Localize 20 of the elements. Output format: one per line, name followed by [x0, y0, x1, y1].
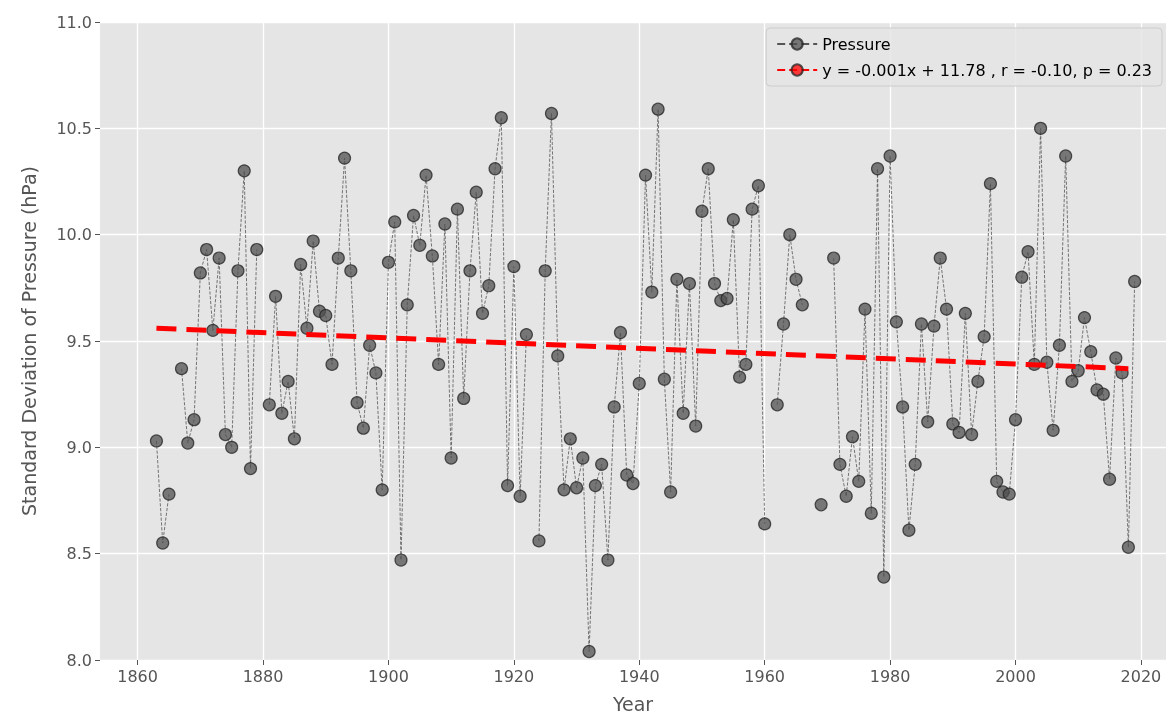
x-tick-label: 1860	[117, 666, 158, 686]
y-tick-label: 10.5	[56, 118, 92, 138]
x-tick-label: 1900	[368, 666, 409, 686]
x-tick-label: 1920	[493, 666, 535, 686]
x-tick-label: 2020	[1120, 666, 1162, 686]
y-tick-label: 9.5	[66, 331, 92, 351]
y-axis-title: Standard Deviation of Pressure (hPa)	[17, 165, 40, 517]
y-tick-label: 8.5	[66, 544, 92, 564]
y-tick-label: 9.0	[66, 437, 92, 457]
x-tick-label: 1980	[869, 666, 911, 686]
legend-label: y = -0.001x + 11.78 , r = -0.10, p = 0.23	[822, 60, 1153, 80]
x-tick-label: 1880	[242, 666, 284, 686]
legend-label: Pressure	[822, 34, 891, 54]
y-tick-label: 11.0	[56, 12, 92, 32]
y-tick-label: 8.0	[66, 650, 92, 670]
x-tick-label: 1960	[744, 666, 786, 686]
x-axis-title: Year	[611, 692, 654, 715]
y-tick-label: 10.0	[56, 225, 92, 245]
x-tick-label: 2000	[995, 666, 1036, 686]
x-tick-label: 1940	[618, 666, 660, 686]
